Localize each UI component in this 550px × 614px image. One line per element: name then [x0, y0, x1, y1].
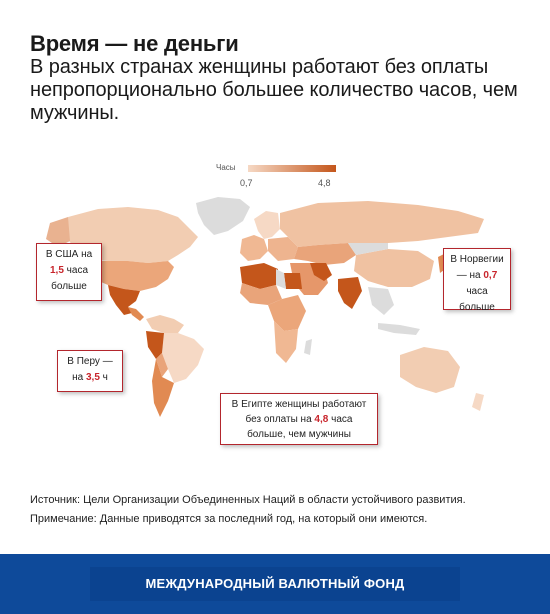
central-asia	[294, 243, 356, 265]
page-subtitle: В разных странах женщины работают без оп…	[30, 56, 518, 124]
callout-usa-line3: больше	[51, 281, 87, 292]
new-zealand	[472, 393, 484, 411]
callout-egypt-line2-end: часа	[328, 414, 353, 425]
callout-peru: В Перу — на 3,5 ч	[57, 350, 123, 392]
callout-egypt: В Египте женщины работают без оплаты на …	[220, 393, 378, 445]
world-map	[28, 155, 520, 460]
footer-org-name: МЕЖДУНАРОДНЫЙ ВАЛЮТНЫЙ ФОНД	[90, 567, 460, 601]
usa	[86, 261, 174, 291]
argentina	[152, 359, 174, 417]
callout-usa: В США на 1,5 часа больше	[36, 243, 102, 301]
legend-max: 4,8	[318, 178, 331, 188]
china	[354, 249, 434, 287]
bolivia	[156, 353, 168, 377]
legend-label: Часы	[216, 163, 236, 172]
madagascar	[304, 339, 312, 355]
west-africa	[240, 283, 282, 305]
callout-egypt-line1: В Египте женщины работают	[231, 399, 367, 410]
scandinavia	[254, 211, 280, 239]
callout-usa-line2: часа	[63, 265, 89, 276]
callout-norway: В Норвегии — на 0,7 часа больше	[443, 248, 511, 313]
footer-banner: МЕЖДУНАРОДНЫЙ ВАЛЮТНЫЙ ФОНД	[0, 554, 550, 614]
source-line: Источник: Цели Организации Объединенных …	[30, 494, 466, 506]
egypt	[284, 273, 302, 289]
south-america-north	[146, 315, 184, 333]
callout-norway-number: 0,7	[483, 270, 498, 281]
callout-usa-number: 1,5	[49, 265, 64, 276]
india	[338, 277, 362, 309]
libya	[276, 269, 286, 289]
legend-min: 0,7	[240, 178, 253, 188]
mexico	[108, 285, 140, 315]
alaska	[46, 217, 70, 247]
central-america	[128, 307, 144, 321]
callout-norway-line2: — на	[456, 270, 484, 281]
east-africa	[268, 295, 306, 331]
source-notes: Источник: Цели Организации Объединенных …	[30, 491, 530, 529]
brazil	[162, 333, 204, 383]
indonesia	[378, 323, 420, 335]
russia	[280, 201, 484, 247]
world-map-svg	[46, 197, 484, 417]
callout-peru-number: 3,5	[85, 372, 100, 383]
southeast-asia	[368, 287, 394, 315]
europe-east	[268, 237, 298, 261]
callout-peru-line1: В Перу —	[67, 356, 113, 367]
greenland	[196, 197, 250, 235]
peru	[146, 331, 164, 359]
callout-norway-line1: В Норвегии	[450, 254, 504, 265]
callout-peru-line2-end: ч	[99, 372, 108, 383]
callout-egypt-line3: больше, чем мужчины	[247, 429, 351, 440]
legend-gradient	[248, 165, 336, 172]
page-title: Время — не деньги	[30, 31, 239, 56]
callout-usa-line1: В США на	[45, 249, 93, 260]
southern-africa	[274, 321, 298, 363]
north-africa-west	[240, 263, 278, 289]
iran	[310, 263, 332, 281]
map-legend: Часы 0,7 4,8	[216, 160, 346, 190]
note-line: Примечание: Данные приводятся за последн…	[30, 513, 428, 525]
europe-west	[240, 235, 268, 261]
australia	[400, 347, 460, 393]
callout-egypt-line2: без оплаты на	[245, 414, 315, 425]
callout-egypt-number: 4,8	[314, 414, 329, 425]
callout-norway-line3: часа больше	[459, 286, 495, 313]
callout-peru-line2: на	[72, 372, 86, 383]
mongolia	[348, 243, 388, 255]
